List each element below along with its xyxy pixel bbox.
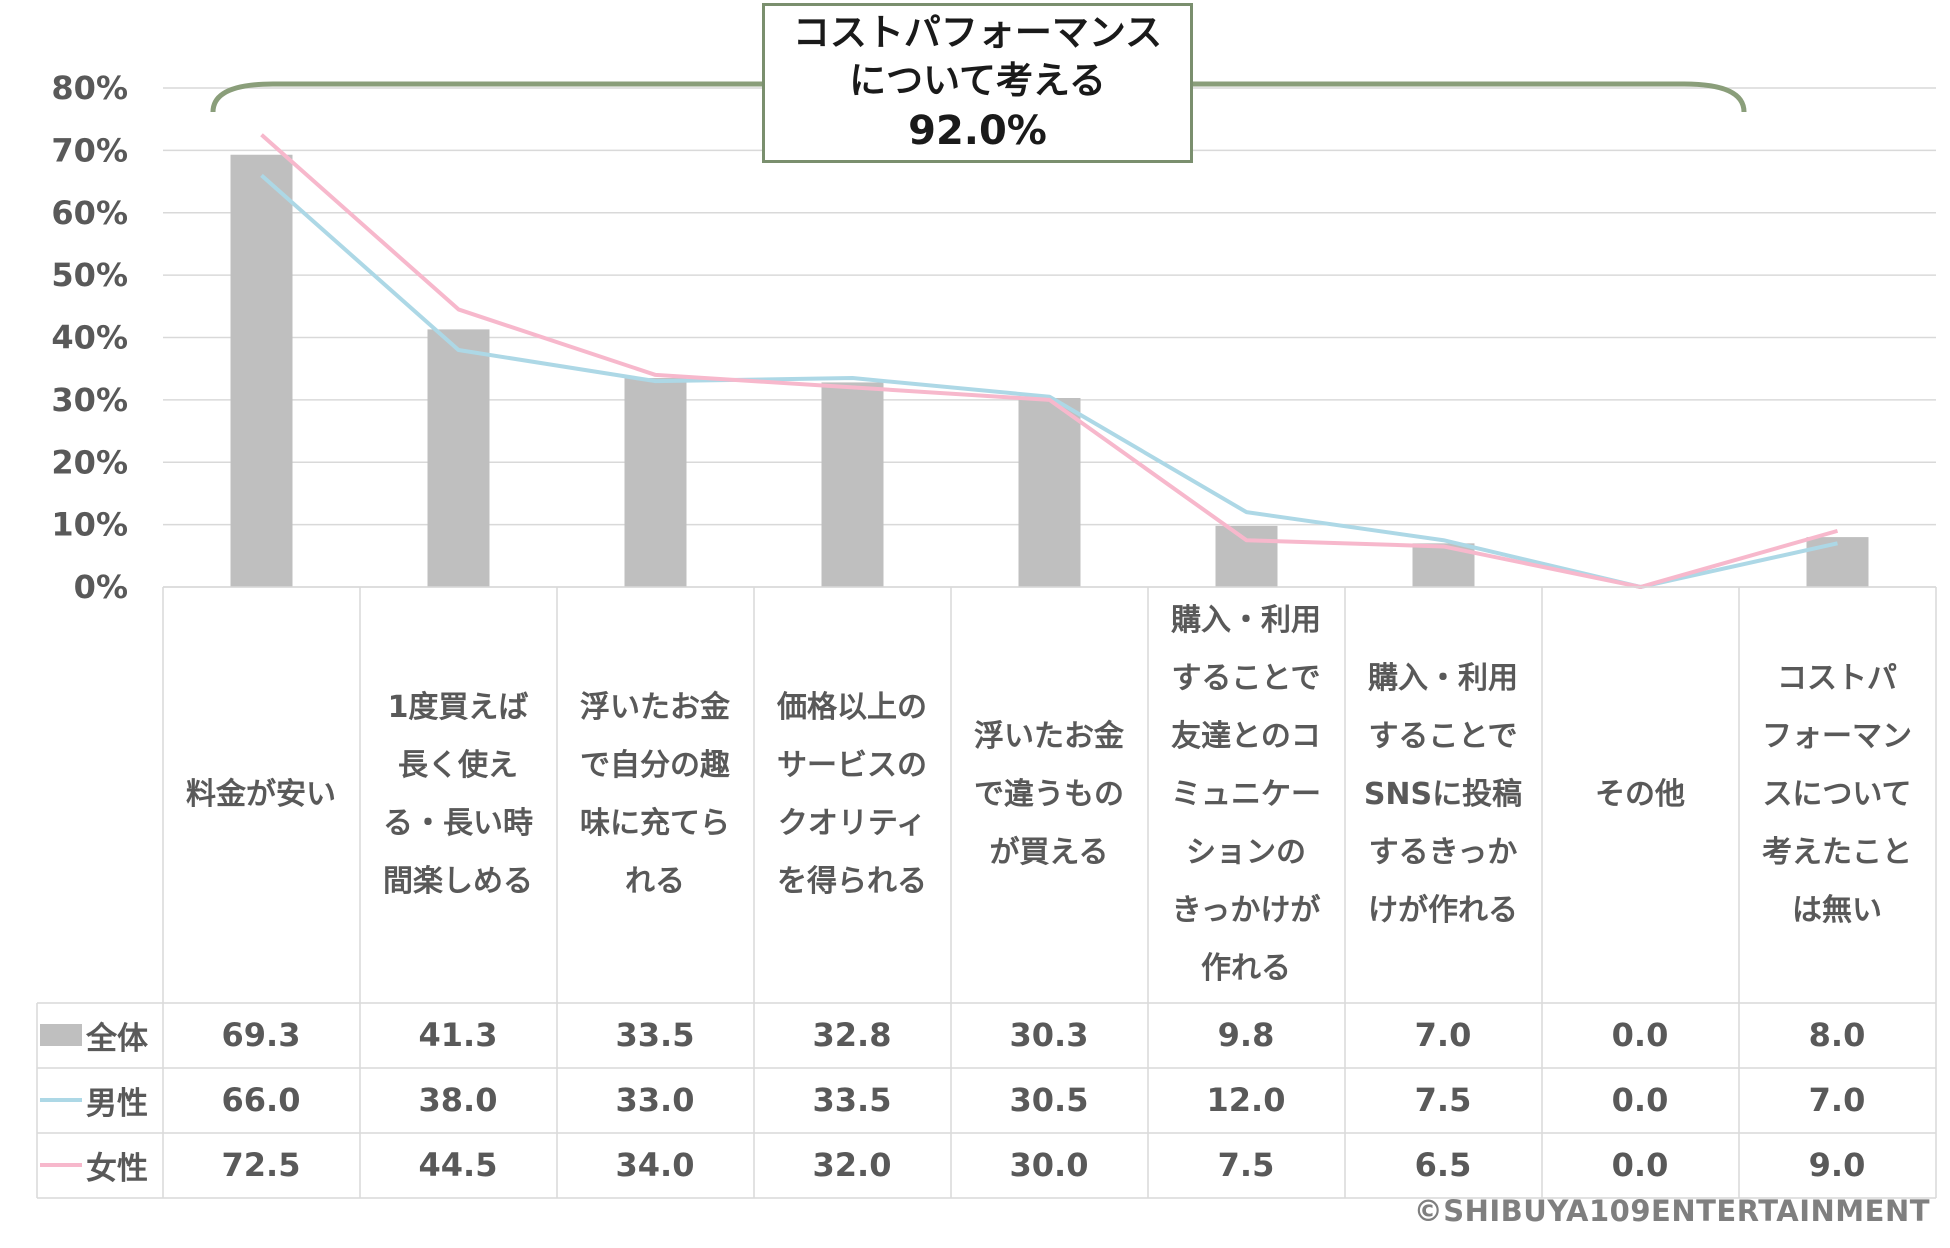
- data-label: 30.0: [1009, 1146, 1089, 1184]
- category-label: 購入・利用 することで SNSに投稿 するきっか けが作れる: [1363, 661, 1523, 928]
- data-label: 8.0: [1808, 1016, 1866, 1054]
- data-label: 41.3: [418, 1016, 498, 1054]
- y-tick-label: 40%: [51, 319, 128, 357]
- bar-all: [821, 382, 884, 587]
- data-label: 9.0: [1808, 1146, 1866, 1184]
- data-label: 0.0: [1611, 1016, 1669, 1054]
- callout-box: コストパフォーマンス について考える 92.0%: [762, 3, 1193, 163]
- data-label: 32.8: [812, 1016, 892, 1054]
- legend-swatch: [40, 1024, 82, 1046]
- copyright: ©SHIBUYA109ENTERTAINMENT: [1413, 1194, 1930, 1228]
- data-label: 7.0: [1414, 1016, 1472, 1054]
- data-label: 33.5: [615, 1016, 695, 1054]
- data-label: 69.3: [221, 1016, 301, 1054]
- legend-line: [40, 1098, 82, 1102]
- y-tick-label: 30%: [51, 381, 128, 419]
- bar-all: [1215, 525, 1278, 587]
- category-label: 浮いたお金 で自分の趣 味に充てら れる: [580, 690, 730, 899]
- callout-line2: について考える: [849, 59, 1106, 102]
- category-label: その他: [1595, 777, 1685, 812]
- data-label: 33.5: [812, 1081, 892, 1119]
- legend-label: 全体: [86, 1020, 148, 1057]
- legend-key: 男性: [40, 1068, 160, 1132]
- data-label: 9.8: [1217, 1016, 1275, 1054]
- data-label: 0.0: [1611, 1081, 1669, 1119]
- legend-line: [40, 1163, 82, 1167]
- data-label: 33.0: [615, 1081, 695, 1119]
- data-label: 44.5: [418, 1146, 498, 1184]
- bar-all: [1018, 398, 1081, 587]
- data-label: 32.0: [812, 1146, 892, 1184]
- data-label: 7.5: [1217, 1146, 1275, 1184]
- series-line-male: [260, 173, 1838, 589]
- data-label: 12.0: [1206, 1081, 1286, 1119]
- bar-all: [1806, 537, 1869, 587]
- data-label: 7.0: [1808, 1081, 1866, 1119]
- bar-all: [230, 154, 293, 587]
- bar-all: [427, 329, 490, 587]
- legend-label: 女性: [86, 1150, 148, 1187]
- legend-key: 女性: [40, 1133, 160, 1197]
- category-label: 1度買えば 長く使え る・長い時 間楽しめる: [383, 690, 533, 899]
- category-label: 浮いたお金 で違うもの が買える: [974, 719, 1124, 870]
- data-label: 34.0: [615, 1146, 695, 1184]
- bar-all: [624, 378, 687, 587]
- callout-line1: コストパフォーマンス: [792, 10, 1163, 54]
- data-label: 7.5: [1414, 1081, 1472, 1119]
- data-label: 30.5: [1009, 1081, 1089, 1119]
- y-tick-label: 10%: [51, 506, 128, 544]
- category-label: 購入・利用 することで 友達とのコ ミュニケー ションの きっかけが 作れる: [1171, 603, 1321, 986]
- callout-value: 92.0%: [908, 108, 1047, 155]
- data-label: 38.0: [418, 1081, 498, 1119]
- data-label: 6.5: [1414, 1146, 1472, 1184]
- y-tick-label: 20%: [51, 443, 128, 481]
- series-line-female: [260, 133, 1839, 589]
- category-label: コストパ フォーマン スについて 考えたこと は無い: [1762, 661, 1912, 928]
- legend-label: 男性: [86, 1085, 148, 1122]
- y-tick-label: 80%: [51, 69, 128, 107]
- category-label: 価格以上の サービスの クオリティ を得られる: [777, 690, 927, 899]
- y-tick-label: 70%: [51, 131, 128, 169]
- y-tick-label: 0%: [74, 568, 128, 606]
- data-label: 66.0: [221, 1081, 301, 1119]
- data-label: 72.5: [221, 1146, 301, 1184]
- y-tick-label: 60%: [51, 194, 128, 232]
- data-label: 30.3: [1009, 1016, 1089, 1054]
- data-label: 0.0: [1611, 1146, 1669, 1184]
- legend-key: 全体: [40, 1003, 160, 1067]
- y-tick-label: 50%: [51, 256, 128, 294]
- category-label: 料金が安い: [186, 777, 336, 812]
